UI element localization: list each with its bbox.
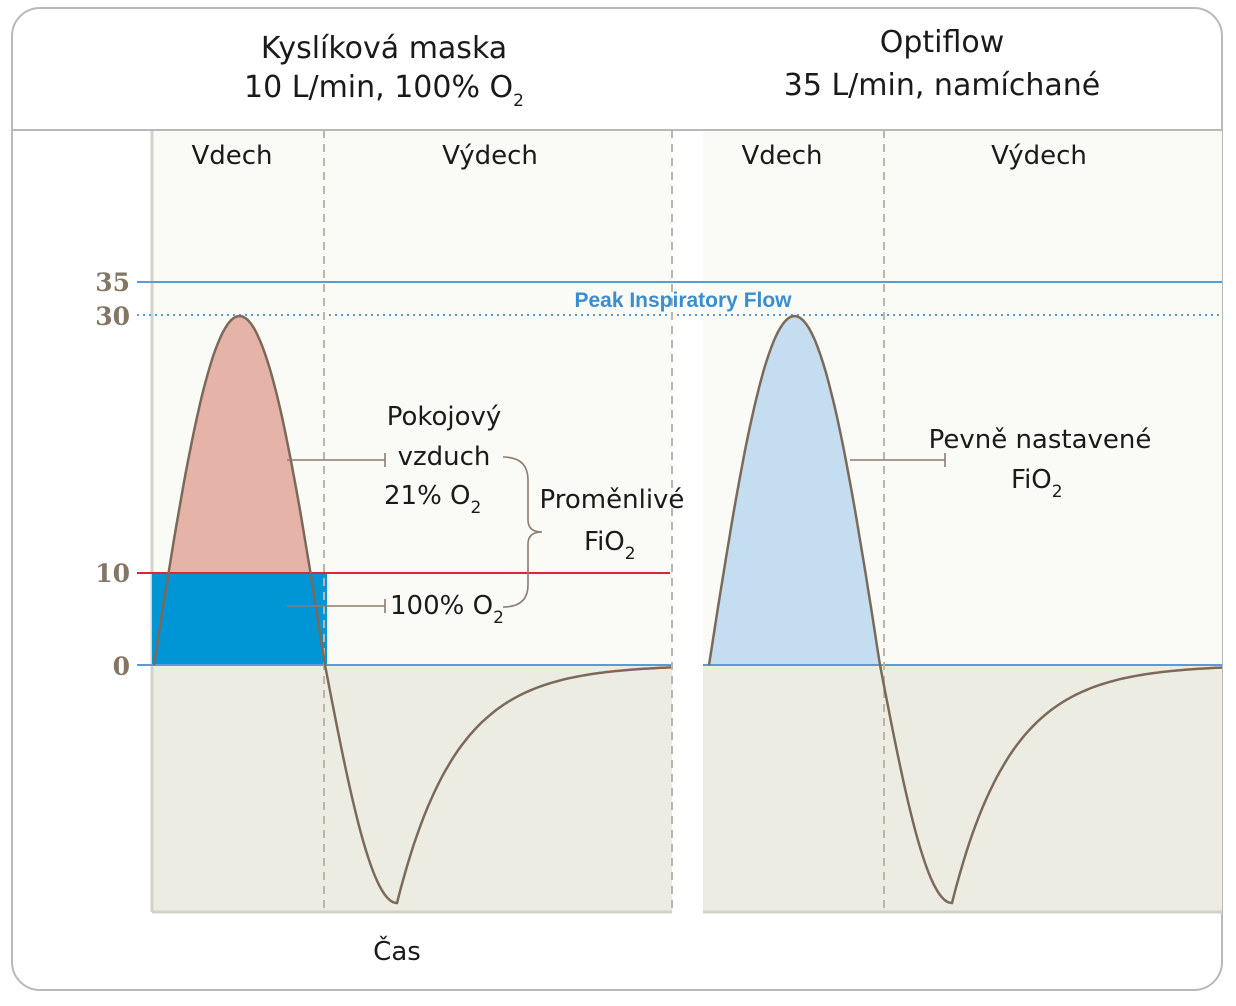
fixed-fio2-line2: FiO2 <box>1011 465 1063 502</box>
optiflow-area <box>709 316 880 665</box>
left-title-line2-text: 10 L/min, 100% O <box>244 70 513 105</box>
tick-30: 30 <box>95 302 130 331</box>
right-lower-background <box>703 665 1222 912</box>
right-exhale-label: Výdech <box>991 141 1087 171</box>
room-air-line3-text: 21% O <box>384 481 471 511</box>
oxygen-label-text: 100% O <box>390 591 493 621</box>
left-lower-background <box>152 665 672 912</box>
right-flow-curve <box>707 314 1222 905</box>
tick-35: 35 <box>95 268 130 297</box>
oxygen-connector <box>287 599 386 613</box>
variable-fio2-text: FiO <box>584 527 625 557</box>
oxygen-label: 100% O2 <box>390 591 504 628</box>
room-air-line3: 21% O2 <box>384 481 481 518</box>
peak-flow-label: Peak Inspiratory Flow <box>574 289 792 312</box>
fixed-fio2-connector <box>850 453 946 467</box>
fixed-fio2-line1: Pevně nastavené <box>929 425 1152 455</box>
room-air-line2: vzduch <box>398 442 491 472</box>
tick-0: 0 <box>113 652 130 681</box>
oxygen-area <box>154 573 325 665</box>
left-title-line1: Kyslíková maska <box>261 31 507 66</box>
fixed-fio2-subscript: 2 <box>1052 482 1063 502</box>
left-inhale-label: Vdech <box>191 141 272 171</box>
right-title-line2: 35 L/min, namíchané <box>784 68 1101 103</box>
variable-fio2-subscript: 2 <box>625 544 636 564</box>
left-flow-curve <box>152 314 672 905</box>
room-air-subscript: 2 <box>471 498 482 518</box>
fixed-fio2-text: FiO <box>1011 465 1052 495</box>
variable-fio2-line2: FiO2 <box>584 527 636 564</box>
room-air-line1: Pokojový <box>387 402 502 432</box>
room-air-connector <box>287 453 386 467</box>
variable-fio2-brace <box>502 456 543 608</box>
right-inhale-label: Vdech <box>741 141 822 171</box>
left-exhale-label: Výdech <box>442 141 538 171</box>
annotation-connectors <box>287 453 946 613</box>
variable-fio2-line1: Proměnlivé <box>540 485 685 515</box>
oxygen-subscript: 2 <box>493 608 504 628</box>
left-title-line2: 10 L/min, 100% O2 <box>244 70 524 111</box>
tick-10: 10 <box>95 559 130 588</box>
time-axis-label: Čas <box>373 935 421 967</box>
left-title-subscript: 2 <box>513 91 524 111</box>
right-title-line1: Optiflow <box>880 25 1005 60</box>
